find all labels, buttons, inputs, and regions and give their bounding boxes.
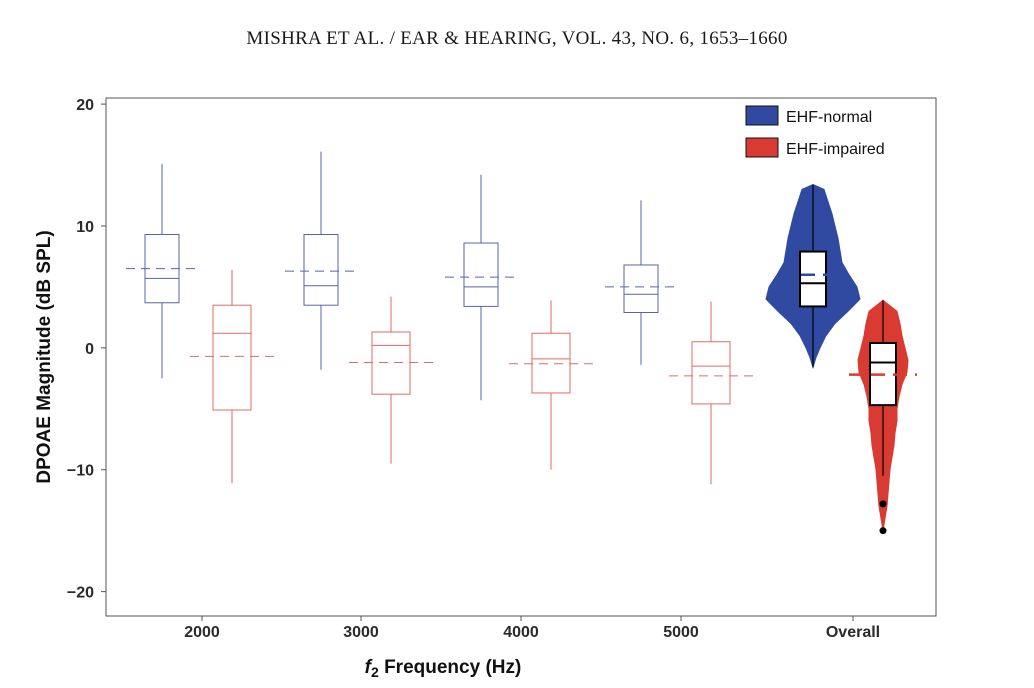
x-tick-label: 3000: [343, 624, 379, 641]
x-axis-label: f2 Frequency (Hz): [365, 657, 522, 680]
x-axis-label-sub: 2: [371, 664, 379, 680]
boxes: [126, 151, 917, 535]
box-iqr: [623, 264, 659, 314]
box-normal-3000: [285, 151, 357, 370]
x-axis-label-f: f: [365, 657, 373, 678]
y-tick-label: 0: [85, 341, 94, 358]
box-iqr: [303, 234, 339, 306]
y-tick-label: −10: [67, 463, 94, 480]
box-normal-4000: [445, 174, 517, 401]
legend-swatch-normal: [745, 105, 779, 126]
outlier-point: [879, 527, 887, 535]
box-impaired-5000: [669, 301, 753, 485]
y-tick-label: −20: [67, 585, 94, 602]
y-axis-label: DPOAE Magnitude (dB SPL): [34, 230, 55, 483]
box-impaired-overall: [849, 300, 917, 535]
y-axis: −20 −10 0 10 20: [67, 97, 106, 602]
x-axis-label-rest: Frequency (Hz): [379, 657, 522, 678]
box-impaired-2000: [190, 269, 274, 484]
legend-swatch-impaired: [745, 137, 779, 158]
box-impaired-4000: [509, 300, 593, 470]
y-tick-label: 10: [76, 219, 94, 236]
legend: EHF-normal EHF-impaired: [745, 105, 885, 158]
x-tick-label: Overall: [826, 624, 880, 641]
box-iqr: [463, 242, 499, 307]
x-tick-label: 4000: [503, 624, 539, 641]
running-header: MISHRA ET AL. / EAR & HEARING, VOL. 43, …: [246, 28, 788, 49]
legend-label-impaired: EHF-impaired: [786, 141, 885, 158]
box-iqr: [531, 332, 571, 394]
box-impaired-3000: [349, 296, 433, 464]
box-iqr: [691, 341, 731, 405]
outlier-point: [879, 500, 887, 508]
box-normal-2000: [126, 163, 198, 379]
y-tick-label: 20: [76, 97, 94, 114]
legend-label-normal: EHF-normal: [786, 109, 872, 126]
x-tick-label: 5000: [663, 624, 699, 641]
box-iqr: [799, 250, 827, 308]
box-iqr: [371, 331, 411, 395]
x-tick-label: 2000: [184, 624, 220, 641]
box-iqr: [212, 304, 252, 411]
box-normal-5000: [605, 200, 677, 365]
box-normal-overall: [779, 184, 847, 368]
x-axis: 2000 3000 4000 5000 Overall: [184, 616, 880, 641]
